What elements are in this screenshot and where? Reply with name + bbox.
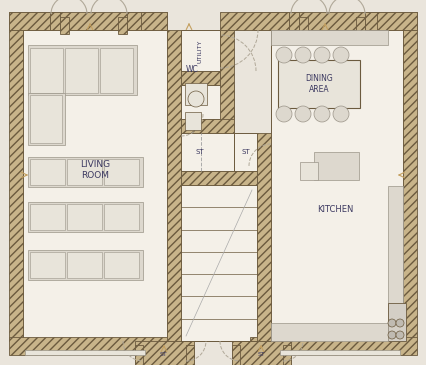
- Bar: [135, 341, 194, 365]
- Bar: [28, 93, 65, 145]
- Bar: [181, 133, 234, 171]
- Bar: [30, 95, 62, 143]
- Bar: [234, 133, 257, 171]
- Text: DINING
AREA: DINING AREA: [305, 74, 333, 94]
- Circle shape: [295, 47, 311, 63]
- Text: ST: ST: [242, 149, 250, 155]
- Bar: [30, 252, 65, 278]
- Bar: [271, 323, 388, 341]
- Bar: [67, 204, 102, 230]
- Bar: [356, 17, 365, 34]
- Bar: [289, 12, 299, 30]
- Bar: [271, 30, 403, 341]
- Bar: [232, 345, 240, 365]
- Bar: [9, 337, 174, 355]
- Bar: [181, 71, 220, 85]
- Circle shape: [333, 106, 349, 122]
- Bar: [30, 204, 65, 230]
- Bar: [250, 337, 417, 355]
- Bar: [100, 48, 133, 93]
- Bar: [220, 30, 234, 133]
- Bar: [104, 159, 139, 185]
- Bar: [181, 171, 257, 185]
- Bar: [403, 30, 417, 341]
- Bar: [28, 202, 143, 232]
- Bar: [375, 12, 417, 30]
- Bar: [240, 345, 283, 365]
- Bar: [65, 48, 98, 93]
- Bar: [181, 185, 257, 341]
- Bar: [60, 17, 69, 34]
- Bar: [300, 162, 318, 180]
- Bar: [28, 45, 137, 95]
- Bar: [388, 186, 403, 341]
- Bar: [299, 17, 308, 34]
- Bar: [135, 345, 143, 365]
- Bar: [25, 350, 145, 355]
- Bar: [143, 345, 186, 365]
- Bar: [104, 204, 139, 230]
- Bar: [67, 252, 102, 278]
- Bar: [365, 12, 377, 30]
- Bar: [278, 60, 360, 108]
- Bar: [280, 350, 400, 355]
- Bar: [181, 85, 234, 119]
- Bar: [127, 12, 141, 30]
- Bar: [181, 119, 234, 133]
- Circle shape: [314, 106, 330, 122]
- Text: ST: ST: [160, 353, 168, 357]
- Bar: [220, 12, 289, 30]
- Bar: [9, 30, 23, 341]
- Bar: [232, 341, 291, 365]
- Circle shape: [388, 319, 396, 327]
- Circle shape: [295, 106, 311, 122]
- Bar: [104, 252, 139, 278]
- Bar: [254, 12, 417, 30]
- Bar: [67, 159, 102, 185]
- Bar: [186, 345, 194, 365]
- Bar: [257, 133, 271, 341]
- Circle shape: [396, 319, 404, 327]
- Circle shape: [276, 106, 292, 122]
- Bar: [167, 30, 181, 341]
- Bar: [9, 12, 50, 30]
- Circle shape: [314, 47, 330, 63]
- Bar: [118, 17, 127, 34]
- Circle shape: [276, 47, 292, 63]
- Text: ST: ST: [257, 353, 265, 357]
- Bar: [23, 30, 167, 341]
- Text: UTILITY: UTILITY: [198, 39, 202, 63]
- Bar: [234, 171, 271, 185]
- Circle shape: [188, 91, 204, 107]
- Circle shape: [333, 47, 349, 63]
- Text: ST: ST: [196, 149, 204, 155]
- Bar: [9, 12, 167, 30]
- Bar: [314, 152, 359, 180]
- Text: KITCHEN: KITCHEN: [317, 205, 353, 215]
- Bar: [283, 345, 291, 365]
- Bar: [137, 12, 167, 30]
- Circle shape: [396, 331, 404, 339]
- Bar: [30, 159, 65, 185]
- Text: LIVING
ROOM: LIVING ROOM: [80, 160, 110, 180]
- Bar: [388, 303, 406, 341]
- Bar: [185, 112, 201, 130]
- Bar: [28, 157, 143, 187]
- Bar: [30, 48, 63, 93]
- Bar: [50, 12, 60, 30]
- Text: WC: WC: [186, 65, 199, 74]
- Bar: [185, 83, 207, 105]
- Bar: [271, 30, 388, 45]
- Bar: [181, 30, 220, 71]
- Circle shape: [388, 331, 396, 339]
- Bar: [28, 250, 143, 280]
